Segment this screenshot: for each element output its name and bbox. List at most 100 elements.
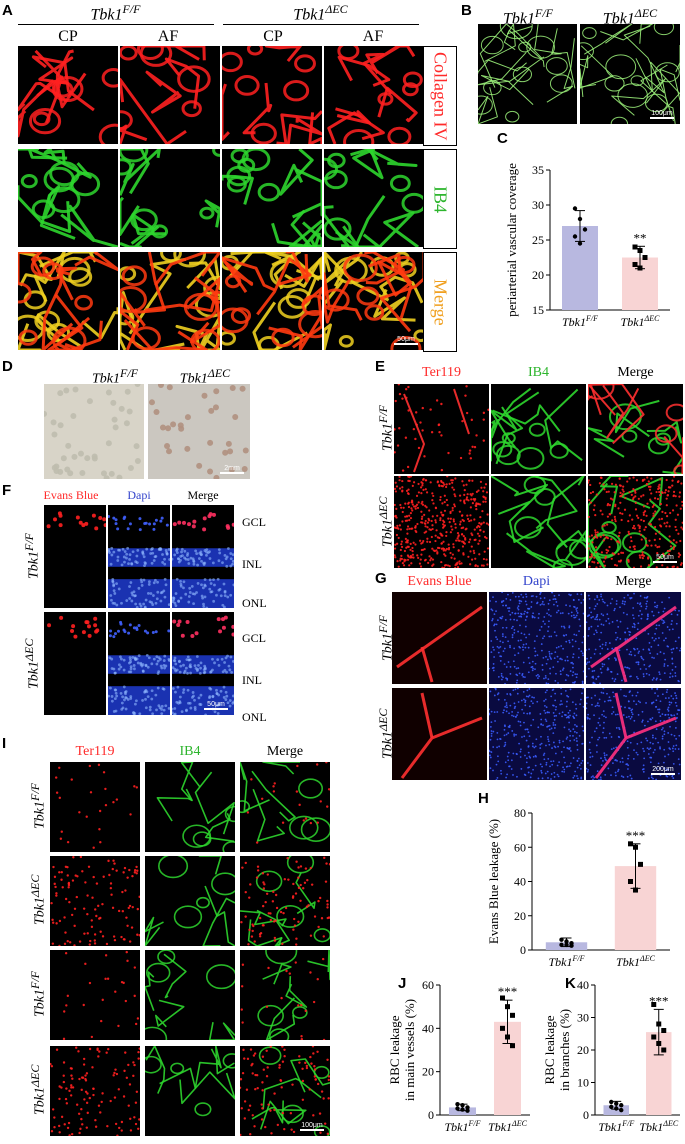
significance-marker: ***	[626, 828, 646, 843]
micrograph-e	[394, 384, 489, 474]
y-axis-label: Evans Blue leakage (%)	[486, 819, 501, 944]
micrograph-f	[44, 612, 106, 715]
micrograph-f	[108, 612, 170, 715]
micrograph-a-r1-c0	[18, 149, 118, 247]
row-label-merge: Merge	[423, 252, 457, 352]
panel-label-k: K	[565, 975, 576, 992]
micrograph-a-r2-c1	[120, 252, 220, 350]
layer-label: INL	[242, 673, 262, 687]
eye-photo-dec: 2mm	[148, 384, 250, 479]
data-point	[500, 995, 505, 1001]
y-tick-label: 20	[577, 1043, 589, 1057]
panel-d-group2: Tbk1ΔEC	[179, 366, 231, 387]
micrograph-i	[145, 762, 235, 852]
micrograph-i	[50, 762, 140, 852]
panel-a-headers: Tbk1F/F Tbk1ΔEC CP AF CP AF	[18, 2, 419, 52]
micrograph-g	[392, 592, 487, 684]
data-point	[564, 942, 569, 948]
data-point	[609, 1104, 614, 1110]
data-point	[510, 1043, 515, 1049]
y-tick-label: 20	[532, 268, 544, 282]
micrograph-a-r0-c1	[120, 46, 220, 144]
col-header: Merge	[187, 488, 219, 502]
x-tick-label: Tbk1F/F	[598, 1119, 634, 1134]
micrograph-a-r0-c0	[18, 46, 118, 144]
data-point	[460, 1107, 465, 1112]
micrograph-e	[394, 476, 489, 568]
col-header: Merge	[615, 574, 652, 589]
col-header: IB4	[179, 744, 201, 759]
x-tick-label: Tbk1F/F	[445, 1119, 481, 1134]
y-tick-label: 30	[577, 1011, 589, 1025]
y-tick-label: 20	[514, 909, 526, 923]
micrograph-f	[172, 505, 234, 608]
data-point	[465, 1108, 470, 1113]
y-tick-label: 60	[514, 840, 526, 854]
layer-label: ONL	[242, 710, 267, 724]
col-header: AF	[157, 28, 179, 45]
data-point	[460, 1103, 465, 1108]
y-tick-label: 35	[532, 163, 544, 177]
data-point	[609, 1099, 614, 1105]
micrograph-e	[588, 384, 683, 474]
panel-d-group1: Tbk1F/F	[92, 366, 138, 387]
data-point	[642, 255, 648, 260]
row-label: Tbk1ΔEC	[28, 874, 48, 926]
y-tick-label: 15	[532, 303, 544, 317]
col-header: Dapi	[127, 488, 151, 502]
data-point	[569, 943, 574, 948]
y-axis-label: RBC leakagein main vessels (%)	[387, 999, 417, 1101]
data-point	[564, 939, 569, 944]
col-header: CP	[263, 28, 283, 45]
data-point	[582, 227, 588, 232]
col-header: AF	[362, 28, 384, 45]
svg-text:100μm: 100μm	[301, 1122, 323, 1129]
chart-h: Evans Blue leakage (%) 0 20 40 60 80 Tbk1F/F **…	[486, 806, 670, 969]
chart-c: periarterial vascular coverage 15 20 25 30 35…	[504, 163, 670, 329]
micrograph-e	[491, 384, 586, 474]
data-point	[505, 1004, 510, 1010]
micrograph-i	[240, 762, 330, 852]
data-point	[614, 1106, 619, 1111]
svg-text:50μm: 50μm	[207, 701, 225, 708]
micrograph-g	[489, 592, 584, 684]
data-point	[633, 844, 638, 850]
layer-label: ONL	[242, 596, 267, 610]
data-point	[628, 841, 633, 847]
data-point	[638, 861, 643, 867]
data-point	[661, 1047, 667, 1053]
data-point	[455, 1106, 460, 1111]
micrograph-g	[489, 688, 584, 780]
micrograph-i	[50, 856, 140, 946]
data-point	[637, 265, 643, 271]
row-label: Tbk1F/F	[22, 533, 42, 580]
micrograph-b-dec: 100μm	[580, 24, 680, 124]
micrograph-i: 100μm	[240, 1046, 330, 1136]
y-tick-label: 25	[532, 233, 544, 247]
micrograph-a-r2-c2	[222, 252, 322, 350]
micrograph-g: 200μm	[586, 688, 681, 780]
micrograph-i	[145, 950, 235, 1040]
data-point	[632, 262, 638, 267]
y-tick-label: 30	[532, 198, 544, 212]
panel-label-g: G	[375, 570, 387, 587]
panel-a-group1: Tbk1F/F	[90, 2, 141, 24]
micrograph-f	[44, 505, 106, 608]
layer-label: GCL	[242, 631, 266, 645]
col-header: IB4	[528, 365, 549, 380]
x-tick-label: Tbk1ΔEC	[621, 314, 661, 329]
data-point	[572, 234, 578, 239]
panel-label-b: B	[461, 2, 472, 19]
y-tick-label: 40	[514, 875, 526, 889]
micrograph-f: 50μm	[172, 612, 234, 715]
row-label-ib4: IB4	[423, 149, 457, 249]
layer-label: GCL	[242, 515, 266, 529]
y-tick-label: 0	[520, 943, 526, 957]
micrograph-i	[50, 950, 140, 1040]
significance-marker: **	[634, 230, 647, 245]
data-point	[651, 1034, 657, 1040]
panel-a-group2: Tbk1ΔEC	[293, 2, 348, 24]
data-point	[614, 1101, 619, 1106]
data-point	[619, 1103, 624, 1108]
eye-photo-ff	[44, 384, 144, 479]
